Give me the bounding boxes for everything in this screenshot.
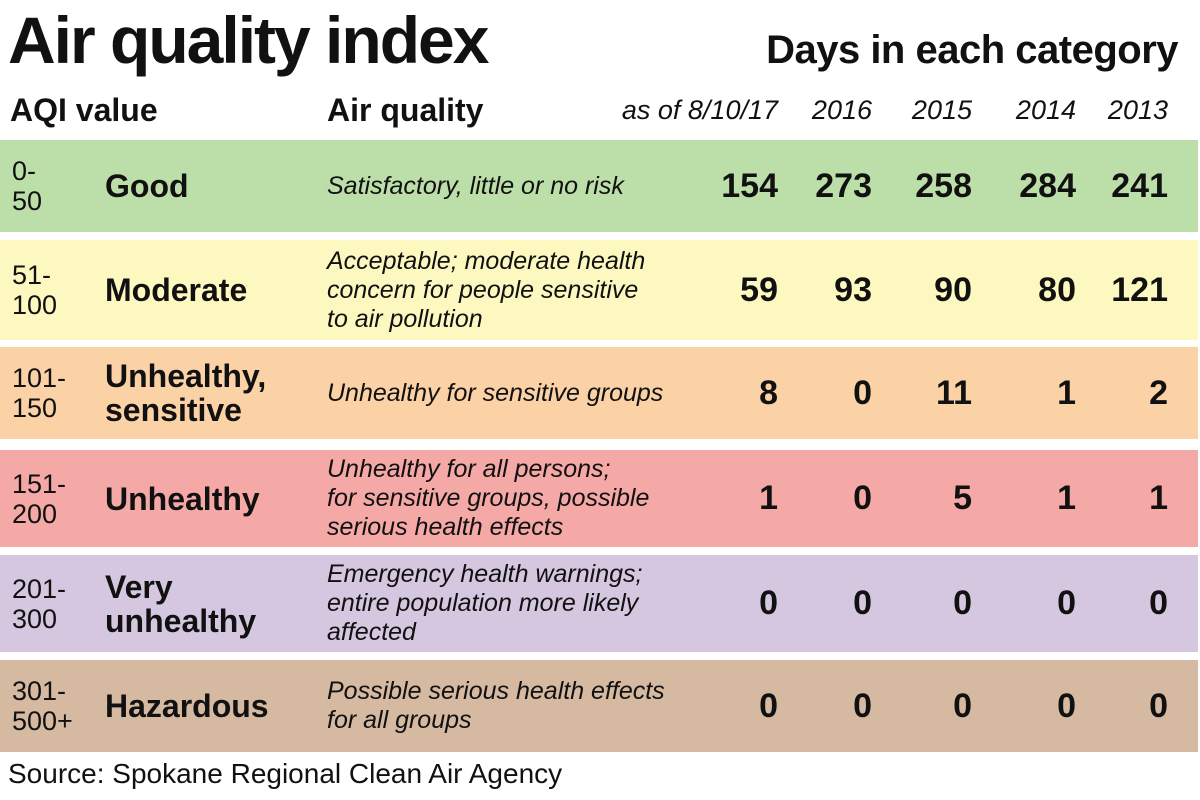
data-value: 241 bbox=[1111, 166, 1168, 205]
aqi-range: 51- 100 bbox=[12, 260, 58, 320]
data-value: 59 bbox=[740, 270, 778, 309]
data-value: 284 bbox=[1019, 166, 1076, 205]
aqi-range: 0- 50 bbox=[12, 156, 43, 216]
data-value: 11 bbox=[936, 373, 972, 412]
data-value: 0 bbox=[1149, 686, 1168, 725]
data-value: 0 bbox=[759, 686, 778, 725]
data-value: 0 bbox=[953, 686, 972, 725]
data-value: 0 bbox=[1149, 584, 1168, 622]
data-value: 0 bbox=[853, 686, 872, 725]
category-label: Moderate bbox=[105, 272, 248, 308]
data-value: 0 bbox=[853, 584, 872, 622]
category-description: Emergency health warnings; entire popula… bbox=[327, 560, 643, 646]
column-header: 2015 bbox=[911, 94, 972, 125]
data-value: 273 bbox=[815, 166, 872, 205]
category-label: Unhealthy, sensitive bbox=[105, 358, 267, 428]
category-label: Good bbox=[105, 168, 189, 204]
data-value: 1 bbox=[1149, 479, 1168, 517]
air-quality-header: Air quality bbox=[327, 91, 484, 128]
data-value: 5 bbox=[953, 479, 972, 517]
aqi-range: 301- 500+ bbox=[12, 676, 73, 736]
data-value: 8 bbox=[759, 373, 778, 412]
category-description: Satisfactory, little or no risk bbox=[327, 171, 624, 200]
data-value: 0 bbox=[1057, 584, 1076, 622]
data-value: 1 bbox=[1057, 373, 1076, 412]
category-description: Unhealthy for all persons; for sensitive… bbox=[327, 455, 650, 541]
data-value: 90 bbox=[934, 270, 972, 309]
category-label: Very unhealthy bbox=[105, 568, 257, 639]
category-label: Unhealthy bbox=[105, 480, 260, 517]
data-value: 93 bbox=[834, 270, 872, 309]
table-row: 101- 150 Unhealthy, sensitive Unhealthy fo… bbox=[0, 347, 1198, 439]
data-value: 1 bbox=[1057, 479, 1076, 517]
chart-subtitle: Days in each category bbox=[766, 28, 1178, 72]
data-value: 0 bbox=[759, 584, 778, 622]
data-value: 0 bbox=[1057, 686, 1076, 725]
data-value: 0 bbox=[853, 479, 872, 517]
table-row: 51- 100 Moderate Acceptable; moderate heal… bbox=[0, 240, 1198, 340]
data-value: 80 bbox=[1038, 270, 1076, 309]
category-description: Acceptable; moderate health concern for … bbox=[327, 246, 646, 333]
aqi-range: 151- 200 bbox=[12, 468, 67, 529]
category-description: Unhealthy for sensitive groups bbox=[327, 378, 664, 407]
column-header: as of 8/10/17 bbox=[621, 94, 778, 125]
source-note: Source: Spokane Regional Clean Air Agenc… bbox=[8, 758, 563, 789]
aqi-range: 101- 150 bbox=[12, 363, 67, 423]
data-value: 2 bbox=[1149, 373, 1168, 412]
data-value: 154 bbox=[721, 166, 778, 205]
table-row: 151- 200 Unhealthy Unhealthy for all perso… bbox=[0, 450, 1198, 547]
data-value: 0 bbox=[953, 584, 972, 622]
data-value: 258 bbox=[915, 166, 972, 205]
data-value: 1 bbox=[759, 479, 778, 517]
table-row: 301- 500+ Hazardous Possible serious healt… bbox=[0, 660, 1198, 752]
chart-title: Air quality index bbox=[8, 3, 489, 77]
category-label: Hazardous bbox=[105, 688, 269, 724]
data-value: 121 bbox=[1111, 270, 1168, 309]
column-header: 2016 bbox=[811, 94, 872, 125]
data-value: 0 bbox=[853, 373, 872, 412]
table-row: 0- 50 Good Satisfactory, little or no risk… bbox=[0, 140, 1198, 232]
table-row: 201- 300 Very unhealthy Emergency health w… bbox=[0, 555, 1198, 652]
aqi-range: 201- 300 bbox=[12, 573, 67, 634]
category-description: Possible serious health effects for all … bbox=[327, 677, 665, 734]
aqi-value-header: AQI value bbox=[10, 91, 158, 128]
column-header: 2013 bbox=[1107, 94, 1168, 125]
column-header: 2014 bbox=[1015, 94, 1076, 125]
